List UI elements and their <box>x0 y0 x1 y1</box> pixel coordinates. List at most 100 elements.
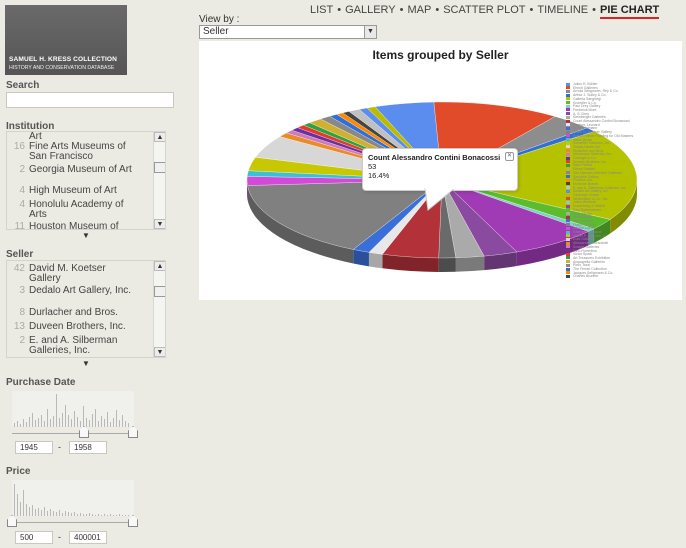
legend-item[interactable]: Knoedler & Co. <box>566 101 597 105</box>
legend-item[interactable]: Ugo Jandolo <box>566 219 593 223</box>
nav-list[interactable]: LIST <box>310 4 334 16</box>
legend-item[interactable]: Frederick Mont <box>566 108 596 112</box>
legend-item[interactable]: Jacques Seligmann & Co. <box>566 271 613 275</box>
legend-item[interactable]: Colnaghi & Co. <box>566 156 597 160</box>
legend-item[interactable]: Victor Spark <box>566 252 592 256</box>
list-item[interactable]: 16 Fine Arts Museums of San Francisco <box>7 142 139 162</box>
legend-item[interactable]: Kleinberger Galleries <box>566 115 606 119</box>
legend-item[interactable]: Jacob Heimann <box>566 126 597 130</box>
legend-item[interactable]: Schaeffer Galleries, Inc. <box>566 141 610 145</box>
institution-scrollbar[interactable]: ▲ ▼ <box>153 132 165 229</box>
legend-item[interactable]: David M. Koetser Gallery <box>566 130 612 134</box>
legend-item[interactable]: E. and A. Silberman Galleries, Inc. <box>566 186 626 190</box>
purchase-date-to-input[interactable]: 1958 <box>69 441 107 454</box>
list-item[interactable]: 2 Georgia Museum of Art <box>7 165 139 175</box>
histogram-bar <box>89 420 90 427</box>
legend-item[interactable]: Sackville Gallery <box>566 175 599 179</box>
chevron-down-icon[interactable]: ▼ <box>364 26 376 38</box>
legend-item[interactable]: Giuseppe Grassi <box>566 193 599 197</box>
legend-item[interactable]: Charles Brunner <box>566 274 598 278</box>
legend-item[interactable]: Piero Tozzi <box>566 263 590 267</box>
legend-item[interactable]: Vitale Bloch <box>566 215 591 219</box>
legend-item[interactable]: Ehrich Galleries <box>566 86 598 90</box>
legend-item[interactable]: Galleria Sangiorgi <box>566 97 601 101</box>
legend-item[interactable]: Arthur J. Sulley & Co. <box>566 93 606 97</box>
legend-item[interactable]: Raimondo Ruspoli <box>566 230 602 234</box>
scroll-down-icon[interactable]: ▼ <box>154 347 165 357</box>
legend-item[interactable]: Julius Weitzner <box>566 200 597 204</box>
legend-item[interactable]: Duveen Brothers, Inc. <box>566 160 607 164</box>
list-item[interactable]: 2 E. and A. Silberman Galleries, Inc. <box>7 336 139 356</box>
facet-name: Dedalo Art Gallery, Inc. <box>29 285 132 296</box>
legend-item[interactable]: The Ferrari Collection <box>566 267 607 271</box>
expand-seller-icon[interactable]: ▼ <box>82 359 90 368</box>
legend-item[interactable]: Newhouse Galleries, Inc. <box>566 152 612 156</box>
legend-item[interactable]: Ettore Sestieri <box>566 167 595 171</box>
legend-item[interactable]: Paul Bottenwieser <box>566 208 601 212</box>
tooltip-name: Count Alessandro Contini Bonacossi <box>368 153 501 162</box>
legend-item[interactable]: A. S. Drey <box>566 112 589 116</box>
legend-item[interactable]: Rosenberg & Stiebel <box>566 204 605 208</box>
price-max-handle[interactable] <box>128 515 138 527</box>
legend-item[interactable]: Julius H. Böhler <box>566 82 598 86</box>
legend-item[interactable]: Robert Hilmer Painting for Old Masters <box>566 134 633 138</box>
price-min-handle[interactable] <box>7 515 17 527</box>
facet-count: 3 <box>19 285 25 296</box>
price-slider-track[interactable] <box>12 522 134 523</box>
kress-logo[interactable]: SAMUEL H. KRESS COLLECTION HISTORY AND C… <box>5 5 127 75</box>
nav-scatter-plot[interactable]: SCATTER PLOT <box>443 4 526 16</box>
nav-gallery[interactable]: GALLERY <box>345 4 396 16</box>
legend-item[interactable]: Count Alessandro Contini Bonacossi <box>566 119 630 123</box>
legend-item[interactable]: Koetser, Leonard <box>566 123 600 127</box>
scroll-up-icon[interactable]: ▲ <box>154 261 165 271</box>
legend-item[interactable]: Bacri Frères <box>566 163 592 167</box>
price-from-input[interactable]: 500 <box>15 531 53 544</box>
scroll-down-icon[interactable]: ▼ <box>154 219 165 229</box>
list-item[interactable]: 4 Honolulu Academy of Arts <box>7 200 139 220</box>
nav-map[interactable]: MAP <box>407 4 432 16</box>
legend-item[interactable]: Durlacher and Bros. <box>566 149 604 153</box>
legend-item[interactable]: Arnold Seligmann, Rey & Co. <box>566 89 619 93</box>
scroll-thumb[interactable] <box>154 286 165 297</box>
legend-item[interactable]: Acquavella Galleries <box>566 260 605 264</box>
legend-item[interactable]: Mortimer Brandt <box>566 182 598 186</box>
nav-pie-chart[interactable]: PIE CHART <box>599 4 660 19</box>
close-icon[interactable]: ✕ <box>505 152 514 161</box>
facet-count: 11 <box>14 221 25 230</box>
list-item[interactable]: 3 Dedalo Art Gallery, Inc. <box>7 286 139 296</box>
purchase-date-slider-track[interactable] <box>12 433 134 434</box>
search-input[interactable] <box>6 92 174 108</box>
legend-item[interactable]: Van Diemen-Lilienfeld Galleries <box>566 171 622 175</box>
list-item[interactable]: 4 High Museum of Art <box>7 186 139 196</box>
legend-item[interactable]: Art Treasures Exhibition <box>566 256 610 260</box>
purchase-date-from-input[interactable]: 1945 <box>15 441 53 454</box>
expand-institution-icon[interactable]: ▼ <box>82 231 90 240</box>
seller-scrollbar[interactable]: ▲ ▼ <box>153 261 165 357</box>
nav-timeline[interactable]: TIMELINE <box>537 4 589 16</box>
legend-item[interactable]: Scaglia Galleries <box>566 245 599 249</box>
list-item[interactable]: Art <box>7 132 139 142</box>
legend-item[interactable]: Gino Fiorentino <box>566 249 597 253</box>
purchase-date-min-handle[interactable] <box>79 426 89 438</box>
legend-item[interactable]: Dedalo Art Gallery, Inc. <box>566 189 609 193</box>
legend-item[interactable]: Adolph Loewi <box>566 226 594 230</box>
view-by-select[interactable]: Seller ▼ <box>199 25 377 39</box>
list-item[interactable]: 8 Durlacher and Bros. <box>7 308 139 318</box>
list-item[interactable]: 13 Duveen Brothers, Inc. <box>7 322 139 332</box>
legend-item[interactable]: Pinakos, Inc. <box>566 178 593 182</box>
legend-item[interactable]: Walter P. Chrysler, Jr. <box>566 234 606 238</box>
legend-item[interactable]: Wildenstein & Co., Inc. <box>566 197 608 201</box>
legend-item[interactable]: Paul Drey Gallery <box>566 104 600 108</box>
price-to-input[interactable]: 400001 <box>69 531 107 544</box>
list-item[interactable]: 42 David M. Koetser Gallery <box>7 264 139 284</box>
legend-item[interactable]: Alessandro Morandotti <box>566 241 608 245</box>
scroll-up-icon[interactable]: ▲ <box>154 132 165 142</box>
purchase-date-max-handle[interactable] <box>128 426 138 438</box>
list-item[interactable]: 11 Houston Museum of <box>7 222 139 230</box>
legend-item[interactable]: Italico Brass <box>566 138 592 142</box>
legend-item[interactable]: Lock Galleries <box>566 237 595 241</box>
legend-item[interactable]: Frank T. Sabin <box>566 223 596 227</box>
legend-item[interactable]: Hugo Moser <box>566 212 592 216</box>
scroll-thumb[interactable] <box>154 162 165 173</box>
legend-item[interactable]: Tomas Harris Ltd. <box>566 145 600 149</box>
